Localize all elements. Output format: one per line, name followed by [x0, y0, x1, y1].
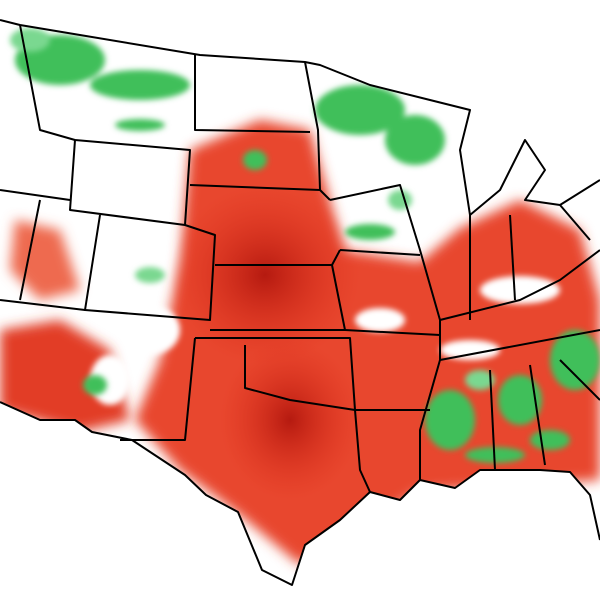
country-outline	[0, 19, 600, 586]
state-border	[19, 199, 41, 301]
state-border	[344, 329, 441, 336]
state-border	[559, 359, 600, 401]
state-border	[354, 409, 371, 493]
state-border	[489, 369, 496, 471]
state-border	[529, 364, 546, 466]
state-border	[189, 184, 331, 201]
state-border	[19, 24, 76, 141]
state-border	[0, 189, 71, 201]
state-border	[0, 299, 86, 311]
state-borders	[0, 24, 600, 493]
state-border	[195, 337, 356, 411]
state-border	[559, 204, 591, 241]
state-border	[439, 249, 600, 321]
state-border	[339, 249, 421, 256]
state-border	[84, 214, 216, 321]
state-border	[509, 214, 516, 301]
state-border	[304, 61, 321, 191]
red-region	[10, 220, 80, 300]
state-border	[194, 55, 311, 133]
red-region	[0, 320, 130, 432]
state-border	[120, 337, 196, 441]
red-core	[220, 340, 360, 500]
green-speckle	[10, 28, 495, 390]
state-border	[439, 329, 600, 361]
red-core	[170, 185, 360, 365]
